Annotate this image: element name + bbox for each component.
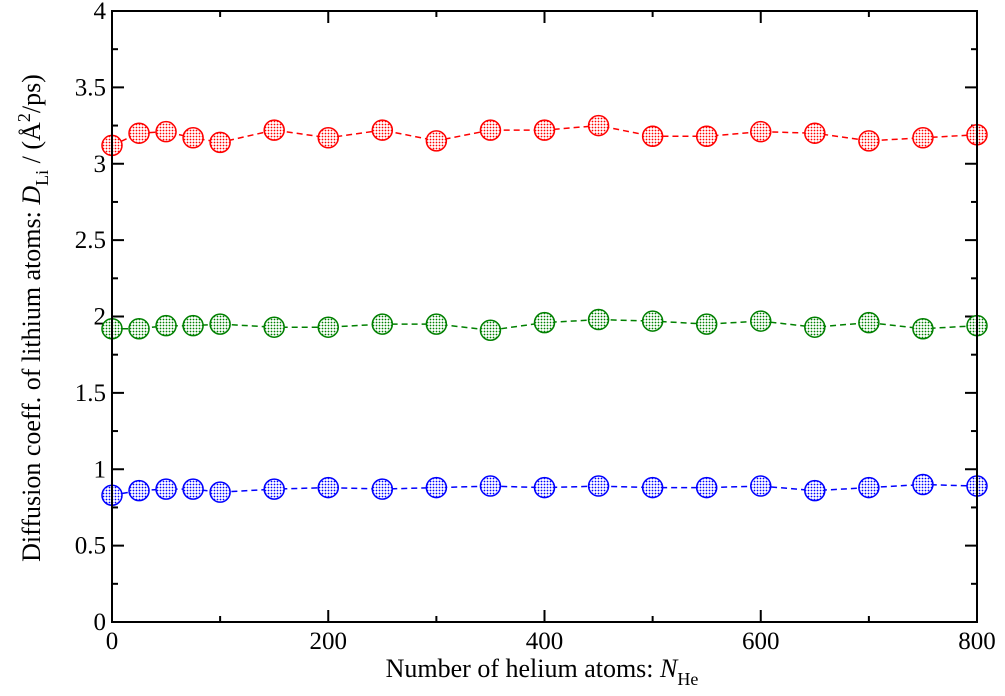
data-point: [804, 479, 826, 502]
data-point: [371, 313, 394, 335]
y-tick-label: 3.5: [75, 74, 106, 101]
data-point: [641, 310, 664, 332]
data-point: [128, 479, 150, 502]
y-tick-label: 2.5: [75, 227, 106, 254]
data-point: [182, 478, 204, 500]
data-point: [317, 316, 339, 338]
x-tick-label: 400: [526, 628, 564, 655]
data-point: [155, 314, 177, 337]
data-point: [425, 313, 448, 335]
data-point: [858, 311, 880, 334]
data-point: [263, 316, 285, 338]
data-point: [587, 308, 610, 331]
data-point: [128, 122, 150, 144]
data-point: [479, 475, 502, 497]
series-layer: [101, 114, 988, 506]
x-tick-label: 200: [310, 628, 348, 655]
data-point: [858, 130, 880, 152]
data-point: [371, 119, 394, 141]
x-tick-label: 800: [958, 628, 996, 655]
data-point: [750, 475, 772, 497]
series-0: [101, 114, 988, 157]
data-point: [804, 316, 826, 338]
data-point: [371, 478, 394, 500]
x-tick-label: 0: [106, 628, 119, 655]
data-point: [858, 476, 880, 499]
y-tick-label: 1.5: [75, 380, 106, 407]
data-point: [263, 478, 285, 500]
data-point: [263, 119, 285, 141]
data-point: [912, 127, 934, 149]
y-tick-label: 0.5: [75, 533, 106, 560]
y-tick-label: 4: [94, 0, 107, 25]
data-point: [182, 314, 204, 337]
data-point: [209, 131, 231, 154]
data-point: [695, 125, 718, 148]
data-point: [155, 120, 177, 143]
data-point: [641, 476, 664, 499]
data-point: [533, 311, 556, 334]
data-point: [587, 114, 610, 137]
data-point: [155, 478, 177, 500]
data-point: [479, 119, 502, 141]
data-point: [533, 119, 556, 141]
data-point: [317, 127, 339, 149]
data-point: [912, 317, 934, 340]
data-point: [182, 127, 204, 149]
data-point: [425, 476, 448, 499]
data-point: [533, 476, 556, 499]
y-axis-label: Diffusion coeff. of lithium atoms: DLi /…: [14, 74, 52, 562]
data-point: [209, 313, 231, 335]
data-point: [317, 476, 339, 499]
x-axis-label: Number of helium atoms: NHe: [386, 654, 699, 689]
data-point: [804, 122, 826, 144]
plot-frame: [111, 10, 978, 623]
y-tick-label: 3: [94, 151, 107, 178]
data-point: [479, 319, 502, 341]
data-point: [695, 313, 718, 335]
data-point: [750, 120, 772, 143]
y-tick-label: 0: [94, 609, 107, 636]
data-point: [209, 481, 231, 503]
series-2: [101, 473, 988, 506]
series-1: [101, 308, 988, 341]
data-point: [641, 125, 664, 148]
y-tick-label: 1: [94, 456, 107, 483]
data-point: [128, 317, 150, 340]
data-point: [695, 476, 718, 499]
data-point: [912, 473, 934, 496]
x-tick-label: 600: [742, 628, 780, 655]
data-point: [587, 475, 610, 497]
data-point: [425, 130, 448, 152]
data-point: [750, 310, 772, 332]
